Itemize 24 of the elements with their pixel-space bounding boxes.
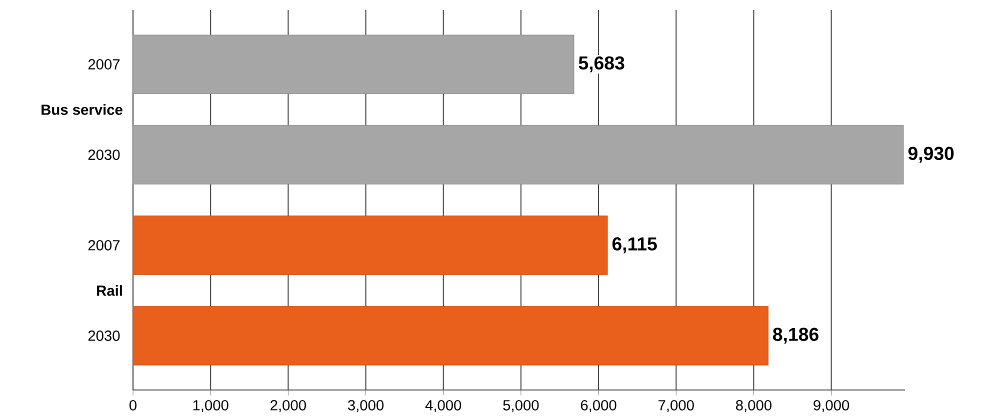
y-tick-label: 2030 — [88, 330, 120, 341]
bar — [132, 306, 768, 366]
data-label: 9,930 — [908, 146, 954, 163]
y-tick-label: 2030 — [88, 150, 120, 160]
y-tick-label: 2007 — [88, 240, 120, 250]
series-label: Bus service — [42, 104, 122, 115]
x-tick-label: 5,000 — [503, 400, 539, 412]
x-tick-label: 7,000 — [658, 400, 694, 412]
x-tick-label: 0 — [129, 400, 136, 410]
x-tick-label: 1,000 — [193, 400, 228, 412]
bar — [132, 125, 904, 184]
data-label: 8,186 — [772, 328, 818, 344]
y-tick-label: 2007 — [88, 59, 120, 70]
x-tick-label: 4,000 — [425, 400, 462, 412]
bar — [132, 34, 574, 94]
data-label: 5,683 — [578, 56, 624, 72]
x-tick-label: 3,000 — [348, 400, 384, 412]
x-tick-label: 6,000 — [580, 400, 616, 412]
data-label: 6,115 — [612, 237, 657, 254]
x-tick-label: 9,000 — [814, 400, 850, 412]
x-tick-label: 2,000 — [270, 400, 306, 412]
bar — [132, 216, 608, 275]
x-tick-label: 8,000 — [736, 400, 772, 412]
series-label: Rail — [97, 285, 122, 296]
